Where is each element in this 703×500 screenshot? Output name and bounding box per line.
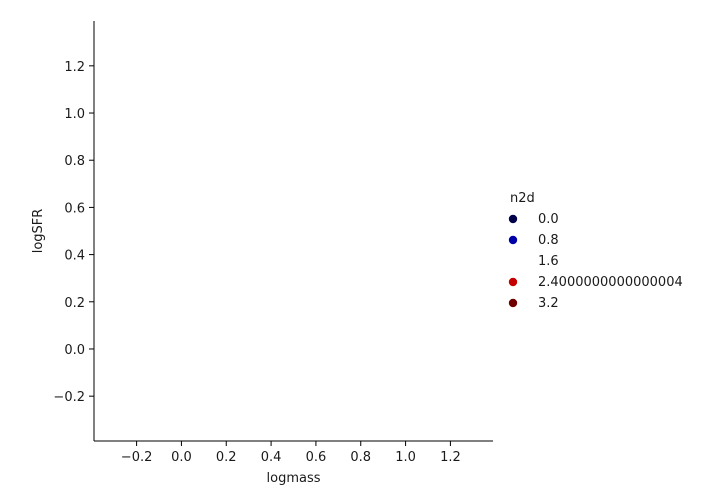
- y-axis-ticks: −0.2 0.0 0.2 0.4 0.6 0.8 1.0 1.2: [53, 60, 94, 405]
- x-tick-label: 1.2: [440, 450, 461, 465]
- x-tick-label: −0.2: [121, 450, 153, 465]
- y-tick-label: 0.6: [64, 201, 85, 216]
- y-axis-label: logSFR: [31, 209, 46, 254]
- y-tick-label: 0.0: [64, 343, 85, 358]
- y-tick-label: 0.4: [64, 249, 85, 264]
- x-tick-label: 0.6: [306, 450, 327, 465]
- y-tick-label: 0.2: [64, 296, 85, 311]
- y-tick-label: 1.0: [64, 107, 85, 122]
- legend-label: 0.0: [538, 212, 559, 227]
- legend-marker: [509, 299, 518, 308]
- legend-entries: 0.0 0.8 1.6 2.4000000000000004 3.2: [509, 212, 683, 311]
- y-tick-label: −0.2: [53, 390, 85, 405]
- y-tick-label: 1.2: [64, 60, 85, 75]
- x-tick-label: 0.8: [350, 450, 371, 465]
- legend-marker: [509, 257, 518, 266]
- x-tick-label: 0.2: [216, 450, 237, 465]
- legend-label: 0.8: [538, 233, 559, 248]
- x-tick-label: 0.4: [261, 450, 282, 465]
- x-axis-label: logmass: [267, 471, 321, 486]
- x-tick-label: 0.0: [171, 450, 192, 465]
- legend-marker: [509, 278, 518, 287]
- legend-label: 2.4000000000000004: [538, 275, 683, 290]
- legend-marker: [509, 215, 518, 224]
- legend-marker: [509, 236, 518, 245]
- legend: n2d 0.0 0.8 1.6 2.4000000000000004 3.2: [509, 191, 683, 311]
- legend-label: 3.2: [538, 296, 559, 311]
- y-tick-label: 0.8: [64, 154, 85, 169]
- legend-label: 1.6: [538, 254, 559, 269]
- legend-title: n2d: [510, 191, 535, 206]
- x-axis-ticks: −0.2 0.0 0.2 0.4 0.6 0.8 1.0 1.2: [121, 441, 461, 465]
- x-tick-label: 1.0: [395, 450, 416, 465]
